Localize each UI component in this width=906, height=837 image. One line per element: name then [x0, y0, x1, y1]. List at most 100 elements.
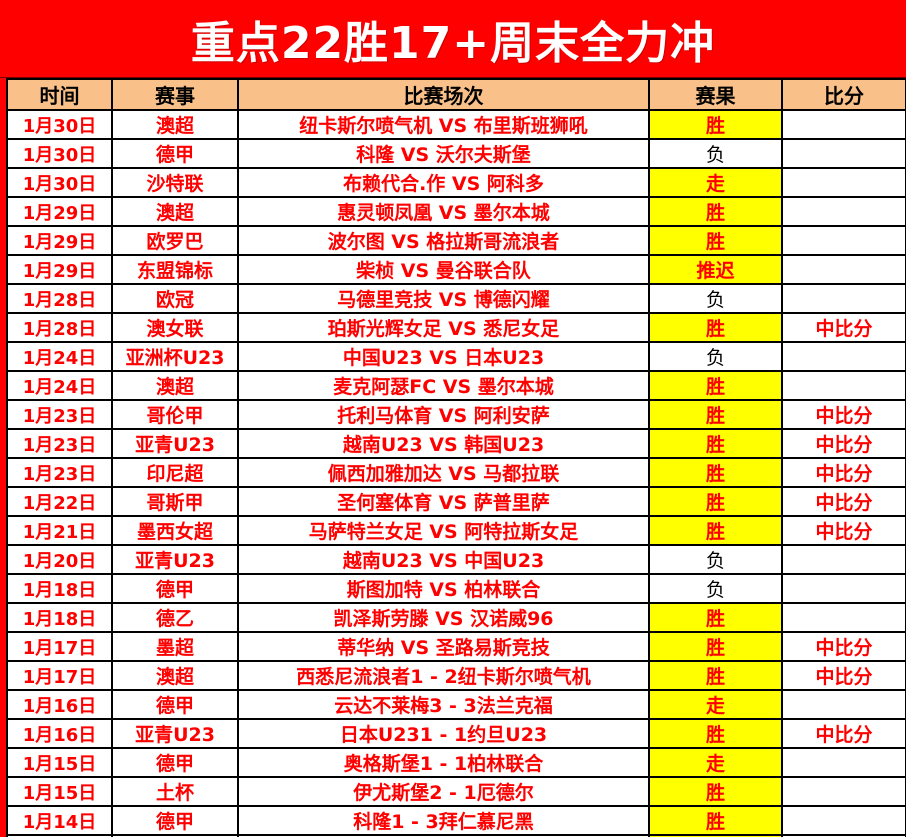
match-result: 走 [648, 689, 783, 720]
table-row: 1月29日 澳超 惠灵顿凤凰 VS 墨尔本城 胜 [6, 196, 906, 227]
match-fixture: 佩西加雅加达 VS 马都拉联 [237, 457, 650, 488]
match-fixture: 柴桢 VS 曼谷联合队 [237, 254, 650, 285]
match-league: 亚青U23 [111, 544, 239, 575]
table-row: 1月18日 德甲 斯图加特 VS 柏林联合 负 [6, 573, 906, 604]
column-header-score: 比分 [781, 78, 906, 111]
match-fixture: 麦克阿瑟FC VS 墨尔本城 [237, 370, 650, 401]
match-league: 土杯 [111, 776, 239, 807]
match-date: 1月16日 [6, 689, 113, 720]
match-date: 1月24日 [6, 341, 113, 372]
match-result: 胜 [648, 109, 783, 140]
match-result: 负 [648, 138, 783, 169]
match-fixture: 奥格斯堡1 - 1柏林联合 [237, 747, 650, 778]
match-fixture: 科隆 VS 沃尔夫斯堡 [237, 138, 650, 169]
promo-banner: 重点22胜17+周末全力冲 [0, 0, 906, 78]
match-score: 中比分 [781, 660, 906, 691]
match-league: 澳超 [111, 109, 239, 140]
table-row: 1月14日 德甲 科隆1 - 3拜仁慕尼黑 胜 [6, 805, 906, 836]
match-fixture: 蒂华纳 VS 圣路易斯竞技 [237, 631, 650, 662]
match-result: 胜 [648, 776, 783, 807]
column-header-league: 赛事 [111, 78, 239, 111]
match-fixture: 惠灵顿凤凰 VS 墨尔本城 [237, 196, 650, 227]
match-score [781, 225, 906, 256]
table-row: 1月16日 德甲 云达不莱梅3 - 3法兰克福 走 [6, 689, 906, 720]
match-league: 德甲 [111, 805, 239, 836]
match-score: 中比分 [781, 515, 906, 546]
table-row: 1月24日 澳超 麦克阿瑟FC VS 墨尔本城 胜 [6, 370, 906, 401]
table-row: 1月15日 土杯 伊尤斯堡2 - 1厄德尔 胜 [6, 776, 906, 807]
match-score [781, 544, 906, 575]
match-league: 亚青U23 [111, 834, 239, 837]
table-row: 1月28日 澳女联 珀斯光辉女足 VS 悉尼女足 胜 中比分 [6, 312, 906, 343]
match-fixture: 中国U23 VS 日本U23 [237, 341, 650, 372]
match-score: 中比分 [781, 718, 906, 749]
match-score: 中比分 [781, 428, 906, 459]
match-result: 胜 [648, 370, 783, 401]
promo-title: 重点22胜17+周末全力冲 [190, 17, 716, 69]
results-table-wrap: 时间 赛事 比赛场次 赛果 比分 1月30日 澳超 纽卡斯尔喷气机 VS 布里斯… [0, 78, 906, 837]
match-league: 沙特联 [111, 167, 239, 198]
table-row: 1月15日 德甲 奥格斯堡1 - 1柏林联合 走 [6, 747, 906, 778]
match-result: 走 [648, 747, 783, 778]
match-score [781, 196, 906, 227]
match-result: 负 [648, 283, 783, 314]
match-fixture: 圣何塞体育 VS 萨普里萨 [237, 486, 650, 517]
match-score: 中比分 [781, 486, 906, 517]
match-date: 1月30日 [6, 167, 113, 198]
match-date: 1月15日 [6, 747, 113, 778]
match-date: 1月29日 [6, 196, 113, 227]
match-score: 中比分 [781, 457, 906, 488]
match-fixture: 西悉尼流浪者1 - 2纽卡斯尔喷气机 [237, 660, 650, 691]
match-date: 1月14日 [6, 834, 113, 837]
match-result: 胜 [648, 428, 783, 459]
match-league: 亚洲杯U23 [111, 341, 239, 372]
match-result: 胜 [648, 312, 783, 343]
match-fixture: 马德里竞技 VS 博德闪耀 [237, 283, 650, 314]
match-result: 胜 [648, 399, 783, 430]
match-result: 胜 [648, 457, 783, 488]
match-league: 德甲 [111, 138, 239, 169]
table-row: 1月28日 欧冠 马德里竞技 VS 博德闪耀 负 [6, 283, 906, 314]
match-score [781, 689, 906, 720]
match-league: 哥斯甲 [111, 486, 239, 517]
match-fixture: 日本U231 - 1约旦U23 [237, 718, 650, 749]
table-row: 1月22日 哥斯甲 圣何塞体育 VS 萨普里萨 胜 中比分 [6, 486, 906, 517]
match-league: 德乙 [111, 602, 239, 633]
table-row: 1月18日 德乙 凯泽斯劳滕 VS 汉诺威96 胜 [6, 602, 906, 633]
match-league: 欧冠 [111, 283, 239, 314]
match-league: 澳超 [111, 196, 239, 227]
match-league: 东盟锦标 [111, 254, 239, 285]
match-date: 1月21日 [6, 515, 113, 546]
match-league: 墨西女超 [111, 515, 239, 546]
match-league: 亚青U23 [111, 428, 239, 459]
match-score [781, 138, 906, 169]
match-fixture: 越南U23 VS 中国U23 [237, 544, 650, 575]
match-date: 1月17日 [6, 660, 113, 691]
match-result: 胜 [648, 196, 783, 227]
match-league: 澳超 [111, 660, 239, 691]
match-fixture: 科隆1 - 3拜仁慕尼黑 [237, 805, 650, 836]
match-result: 胜 [648, 602, 783, 633]
results-table-body: 1月30日 澳超 纽卡斯尔喷气机 VS 布里斯班狮吼 胜 1月30日 德甲 科隆… [6, 109, 906, 837]
match-league: 印尼超 [111, 457, 239, 488]
table-row: 1月30日 澳超 纽卡斯尔喷气机 VS 布里斯班狮吼 胜 [6, 109, 906, 140]
match-league: 德甲 [111, 747, 239, 778]
match-league: 澳超 [111, 370, 239, 401]
table-row: 1月16日 亚青U23 日本U231 - 1约旦U23 胜 中比分 [6, 718, 906, 749]
match-date: 1月28日 [6, 283, 113, 314]
match-fixture: 纽卡斯尔喷气机 VS 布里斯班狮吼 [237, 109, 650, 140]
match-result: 胜 [648, 660, 783, 691]
match-date: 1月30日 [6, 109, 113, 140]
match-date: 1月15日 [6, 776, 113, 807]
match-result: 走 [648, 167, 783, 198]
match-date: 1月16日 [6, 718, 113, 749]
table-row: 1月24日 亚洲杯U23 中国U23 VS 日本U23 负 [6, 341, 906, 372]
table-row: 1月30日 德甲 科隆 VS 沃尔夫斯堡 负 [6, 138, 906, 169]
match-fixture: 托利马体育 VS 阿利安萨 [237, 399, 650, 430]
results-table: 时间 赛事 比赛场次 赛果 比分 1月30日 澳超 纽卡斯尔喷气机 VS 布里斯… [6, 78, 906, 837]
column-header-result: 赛果 [648, 78, 783, 111]
match-league: 澳女联 [111, 312, 239, 343]
match-fixture: 伊尤斯堡2 - 1厄德尔 [237, 776, 650, 807]
match-fixture: 珀斯光辉女足 VS 悉尼女足 [237, 312, 650, 343]
match-result: 负 [648, 544, 783, 575]
